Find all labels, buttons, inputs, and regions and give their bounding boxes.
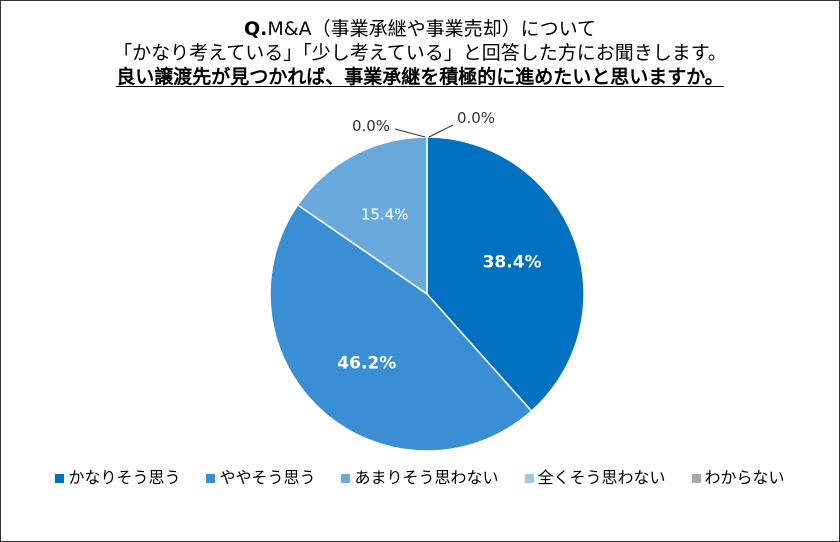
chart-title: Q.M&A（事業承継や事業売却）について 「かなり考えている」「少し考えている」…	[1, 17, 839, 89]
legend-item: かなりそう思う	[55, 464, 180, 488]
data-label: 0.0%	[457, 109, 495, 127]
legend-label: あまりそう思わない	[354, 468, 499, 487]
legend-item: わからない	[691, 464, 785, 488]
legend-item: 全くそう思わない	[524, 464, 666, 488]
legend-swatch	[524, 473, 534, 483]
legend-label: 全くそう思わない	[537, 468, 666, 487]
legend-item: あまりそう思わない	[341, 464, 499, 488]
data-label: 0.0%	[352, 117, 390, 135]
leader-line	[394, 128, 426, 138]
legend-swatch	[691, 473, 701, 483]
title-q-prefix: Q.	[243, 18, 268, 40]
pie-slice	[296, 136, 428, 296]
pie-slice	[426, 136, 585, 413]
legend-item: ややそう思う	[206, 464, 315, 488]
leader-line	[428, 124, 454, 138]
data-label: 46.2%	[337, 353, 396, 373]
legend-swatch	[341, 473, 351, 483]
data-label: 38.4%	[483, 253, 542, 273]
legend-label: ややそう思う	[219, 468, 316, 487]
legend-label: かなりそう思う	[68, 468, 181, 487]
data-label: 15.4%	[361, 205, 409, 223]
pie-slice	[269, 203, 533, 452]
legend: かなりそう思う ややそう思う あまりそう思わない 全くそう思わない わからない	[1, 464, 839, 488]
legend-label: わからない	[704, 468, 785, 487]
title-line2: 「かなり考えている」「少し考えている」と回答した方にお聞きします。	[113, 42, 727, 64]
legend-swatch	[55, 473, 65, 483]
title-line3: 良い譲渡先が見つかれば、事業承継を積極的に進めたいと思いますか。	[116, 66, 724, 88]
title-line1: M&A（事業承継や事業売却）について	[267, 18, 596, 40]
legend-swatch	[206, 473, 216, 483]
